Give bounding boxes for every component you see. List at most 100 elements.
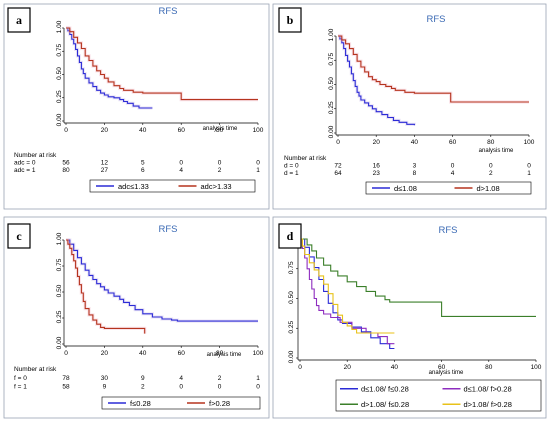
- x-tick-label: 20: [101, 350, 109, 357]
- legend-label: d≤1.08/ f>0.28: [464, 384, 512, 393]
- x-tick-label: 0: [298, 364, 302, 371]
- legend: d≤1.08/ f≤0.28 d≤1.08/ f>0.28 d>1.08/ f≤0.…: [335, 379, 542, 412]
- panel-frame: [3, 216, 270, 419]
- x-tick-label: 40: [391, 364, 399, 371]
- risk-value: 4: [451, 170, 455, 177]
- risk-value: 12: [101, 160, 109, 167]
- y-tick-label: 1.00: [56, 20, 63, 33]
- panel-tag: b: [287, 13, 294, 27]
- risk-value: 0: [218, 160, 222, 167]
- survival-curve: [66, 27, 153, 109]
- x-tick-label: 0: [64, 127, 68, 134]
- risk-value: 5: [141, 160, 145, 167]
- y-tick-label: 0.50: [56, 284, 63, 297]
- x-tick-label: 80: [216, 350, 224, 357]
- y-tick-label: 1.00: [328, 28, 335, 41]
- risk-value: 8: [413, 170, 417, 177]
- chart-title: RFS: [427, 14, 446, 25]
- panel-tag: a: [16, 13, 22, 27]
- legend-label: d>1.08/ f>0.28: [464, 400, 512, 409]
- y-tick-label: 0.75: [56, 258, 63, 271]
- x-tick-label: 80: [487, 139, 495, 146]
- x-tick-label: 80: [216, 127, 224, 134]
- x-tick-label: 20: [101, 127, 109, 134]
- y-tick-label: 0.50: [56, 67, 63, 80]
- risk-value: 64: [334, 170, 342, 177]
- y-tick-label: 0.00: [56, 336, 63, 349]
- x-tick-label: 20: [373, 139, 381, 146]
- risk-value: 2: [489, 170, 493, 177]
- legend-label: d≤1.08: [394, 184, 417, 193]
- panel-frame: [272, 3, 547, 210]
- risk-value: 23: [373, 170, 381, 177]
- survival-curve: [300, 238, 395, 350]
- series-1: [300, 238, 395, 350]
- survival-curve: [338, 35, 415, 126]
- risk-value: 4: [179, 375, 183, 382]
- risk-value: 72: [334, 163, 342, 170]
- legend-label: d>1.08: [477, 184, 500, 193]
- risk-value: 9: [141, 375, 145, 382]
- risk-row-label: f = 1: [14, 384, 27, 391]
- risk-row-label: d = 0: [284, 163, 299, 170]
- risk-value: 6: [141, 167, 145, 174]
- x-tick-label: 40: [139, 127, 147, 134]
- panel-d: RFS0.000.250.500.751.00020406080100analy…: [272, 216, 547, 419]
- y-tick-label: 0.25: [288, 321, 295, 334]
- legend-box: [89, 179, 256, 193]
- y-tick-label: 0.75: [328, 53, 335, 66]
- legend-label: d>1.08/ f≤0.28: [361, 400, 409, 409]
- risk-value: 0: [256, 160, 260, 167]
- survival-curve: [66, 239, 258, 322]
- legend-label: adc>1.33: [201, 182, 232, 191]
- risk-value: 2: [141, 384, 145, 391]
- legend: adc≤1.33 adc>1.33: [89, 179, 256, 193]
- risk-row-label: d = 1: [284, 170, 299, 177]
- x-tick-label: 60: [438, 364, 446, 371]
- risk-row-label: adc = 0: [14, 160, 36, 167]
- series-2: [338, 34, 529, 104]
- survival-curve: [300, 238, 536, 317]
- risk-row-label: adc = 1: [14, 167, 36, 174]
- y-tick-label: 0.25: [56, 310, 63, 323]
- legend-label: adc≤1.33: [118, 182, 149, 191]
- series-2: [66, 238, 147, 334]
- y-tick-label: 0.00: [328, 125, 335, 138]
- risk-value: 27: [101, 167, 109, 174]
- risk-value: 0: [179, 160, 183, 167]
- chart-title: RFS: [159, 6, 178, 17]
- survival-curve: [66, 27, 258, 101]
- risk-value: 0: [179, 384, 183, 391]
- y-tick-label: 0.75: [56, 44, 63, 57]
- risk-value: 0: [489, 163, 493, 170]
- x-tick-label: 100: [253, 350, 264, 357]
- panel-tag-box: [278, 223, 302, 249]
- chart-title: RFS: [439, 225, 458, 236]
- series-2: [66, 26, 258, 102]
- risk-table-title: Number at risk: [14, 366, 57, 373]
- risk-value: 0: [451, 163, 455, 170]
- panel-tag-box: [7, 223, 31, 249]
- y-tick-label: 0.25: [328, 101, 335, 114]
- risk-value: 78: [62, 375, 70, 382]
- y-tick-label: 0.50: [288, 291, 295, 304]
- risk-value: 0: [218, 384, 222, 391]
- risk-value: 3: [413, 163, 417, 170]
- x-axis-title: analysis time: [203, 126, 238, 132]
- risk-value: 80: [62, 167, 70, 174]
- legend-box: [101, 396, 261, 410]
- risk-value: 0: [256, 384, 260, 391]
- x-tick-label: 0: [336, 139, 340, 146]
- risk-value: 0: [527, 163, 531, 170]
- x-tick-label: 100: [253, 127, 264, 134]
- x-axis-title: analysis time: [479, 148, 514, 154]
- risk-row-label: f = 0: [14, 375, 27, 382]
- risk-table-title: Number at risk: [14, 152, 57, 159]
- risk-value: 1: [256, 167, 260, 174]
- x-tick-label: 100: [524, 139, 535, 146]
- legend-label: f≤0.28: [130, 399, 151, 408]
- legend-label: d≤1.08/ f≤0.28: [361, 384, 409, 393]
